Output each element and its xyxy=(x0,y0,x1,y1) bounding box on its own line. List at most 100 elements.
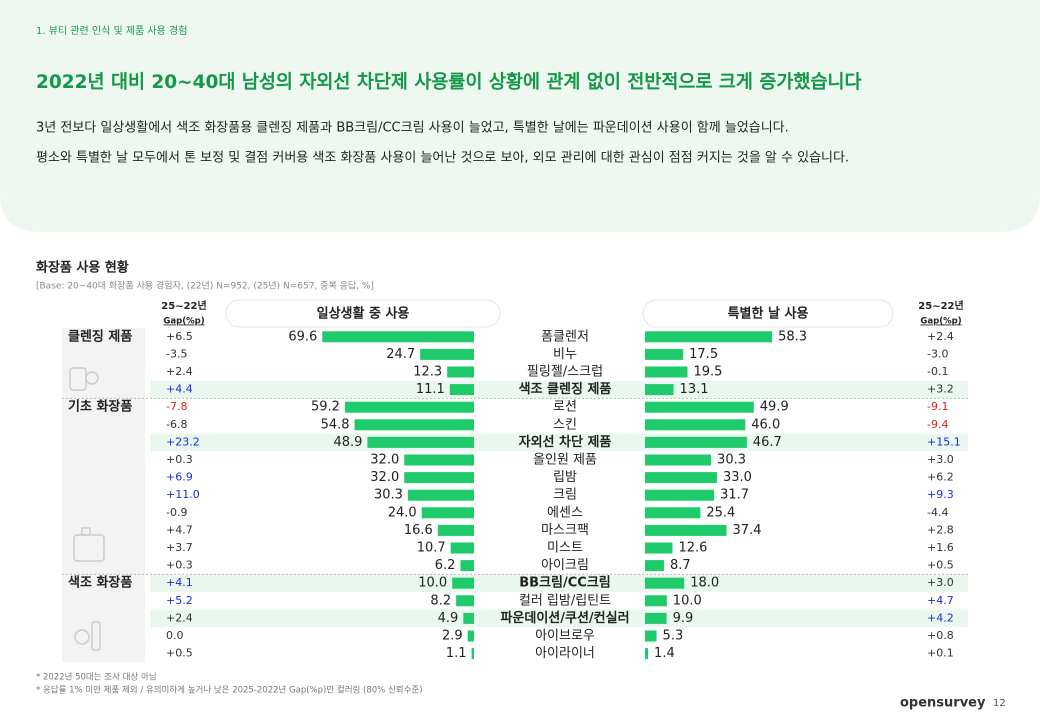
bar xyxy=(645,366,688,378)
row-highlight xyxy=(150,380,968,399)
bar xyxy=(645,612,667,624)
category-label: 크림 xyxy=(553,488,577,503)
row-highlight xyxy=(150,574,968,592)
gap-value: -9.1 xyxy=(927,400,948,413)
value-label: 32.0 xyxy=(370,470,399,485)
gap-value: +5.2 xyxy=(166,594,193,607)
gap-value: +0.3 xyxy=(166,559,193,572)
bar xyxy=(645,331,773,343)
gap-value: +6.9 xyxy=(166,471,193,484)
category-label: 필링젤/스크럽 xyxy=(527,365,603,380)
gap-value: +3.0 xyxy=(927,576,954,589)
footnote: * 2022년 50대는 조사 대상 아님 xyxy=(36,672,157,683)
brand-logo: opensurvey xyxy=(900,696,986,711)
header-panel xyxy=(0,0,1040,232)
bar xyxy=(645,436,747,448)
bar xyxy=(463,612,474,624)
bar xyxy=(645,560,664,572)
footnote: * 응답률 1% 미만 제품 제외 / 유의미하게 높거나 낮은 2025-20… xyxy=(36,685,423,696)
category-label: 비누 xyxy=(553,347,577,362)
gap-value: +6.5 xyxy=(166,330,193,343)
value-label: 10.0 xyxy=(673,593,702,608)
gap-value: +4.4 xyxy=(166,383,193,396)
gap-value: +4.7 xyxy=(166,523,193,536)
gap-value: +3.0 xyxy=(927,453,954,466)
value-label: 5.3 xyxy=(663,629,684,644)
page-number: 12 xyxy=(993,698,1006,709)
bar xyxy=(456,595,474,607)
row-highlight xyxy=(150,433,968,452)
value-label: 69.6 xyxy=(288,329,317,344)
category-label: 립밤 xyxy=(553,470,577,485)
value-label: 58.3 xyxy=(778,329,807,344)
value-label: 19.5 xyxy=(694,365,723,380)
bar xyxy=(645,489,715,501)
category-label: 미스트 xyxy=(547,541,583,556)
value-label: 16.6 xyxy=(404,523,433,538)
breadcrumb: 1. 뷰티 관련 인식 및 제품 사용 경험 xyxy=(36,24,187,37)
bar xyxy=(645,595,667,607)
description: 평소와 특별한 날 모두에서 톤 보정 및 결점 커버용 색조 화장품 사용이 … xyxy=(36,151,849,166)
bar xyxy=(645,630,657,642)
value-label: 17.5 xyxy=(689,347,718,362)
bar xyxy=(645,384,674,396)
category-label: 자외선 차단 제품 xyxy=(519,434,612,450)
gap-value: +0.5 xyxy=(166,647,193,660)
bar xyxy=(645,348,684,360)
group-label: 색조 화장품 xyxy=(68,575,132,591)
bar xyxy=(447,366,474,378)
row-highlight xyxy=(150,609,968,628)
value-label: 48.9 xyxy=(333,435,362,450)
value-label: 12.3 xyxy=(413,365,442,380)
gap-value: +0.8 xyxy=(927,629,954,642)
bar xyxy=(645,524,727,536)
category-label: 컬러 립밤/립틴트 xyxy=(519,593,611,608)
gap-value: +11.0 xyxy=(166,488,200,501)
gap-value: -3.5 xyxy=(166,347,187,360)
bar xyxy=(645,507,701,519)
value-label: 18.0 xyxy=(690,576,719,591)
value-label: 8.2 xyxy=(430,593,451,608)
gap-header: 25~22년 xyxy=(161,299,206,312)
value-label: 8.7 xyxy=(670,558,691,573)
gap-value: +2.4 xyxy=(166,365,193,378)
group-label: 클렌징 제품 xyxy=(68,328,132,344)
bar xyxy=(467,630,474,642)
category-label: 스킨 xyxy=(553,417,577,432)
legend-entry: 특별한 날 사용 xyxy=(728,306,809,322)
value-label: 6.2 xyxy=(435,558,456,573)
value-label: 30.3 xyxy=(717,453,746,468)
value-label: 10.0 xyxy=(418,576,447,591)
bar xyxy=(322,331,474,343)
bar xyxy=(645,401,754,413)
category-label: 파운데이션/쿠션/컨실러 xyxy=(500,610,629,626)
bar xyxy=(420,348,474,360)
series-pill xyxy=(642,299,894,328)
value-label: 1.1 xyxy=(446,646,467,661)
category-label: 로션 xyxy=(553,400,577,415)
category-label: 올인원 제품 xyxy=(533,453,597,468)
description: 3년 전보다 일상생활에서 색조 화장품용 클렌징 제품과 BB크림/CC크림 … xyxy=(36,121,789,136)
gap-value: +4.2 xyxy=(927,611,954,624)
gap-value: +9.3 xyxy=(927,488,954,501)
group-column xyxy=(62,328,145,662)
gap-value: +3.7 xyxy=(166,541,193,554)
category-label: BB크림/CC크림 xyxy=(519,576,611,591)
value-label: 37.4 xyxy=(733,523,762,538)
value-label: 12.6 xyxy=(678,541,707,556)
gap-value: +2.4 xyxy=(927,330,954,343)
gap-value: +3.2 xyxy=(927,383,954,396)
gap-value: +4.7 xyxy=(927,594,954,607)
bar xyxy=(645,454,712,466)
bar xyxy=(449,384,474,396)
bar xyxy=(437,524,474,536)
bar xyxy=(354,419,474,431)
headline: 2022년 대비 20~40대 남성의 자외선 차단제 사용률이 상황에 관계 … xyxy=(36,72,862,93)
category-label: 아이브로우 xyxy=(535,629,595,644)
value-label: 31.7 xyxy=(720,488,749,503)
value-label: 10.7 xyxy=(417,541,446,556)
bar xyxy=(645,648,649,660)
bar xyxy=(645,419,746,431)
bar xyxy=(645,542,673,554)
